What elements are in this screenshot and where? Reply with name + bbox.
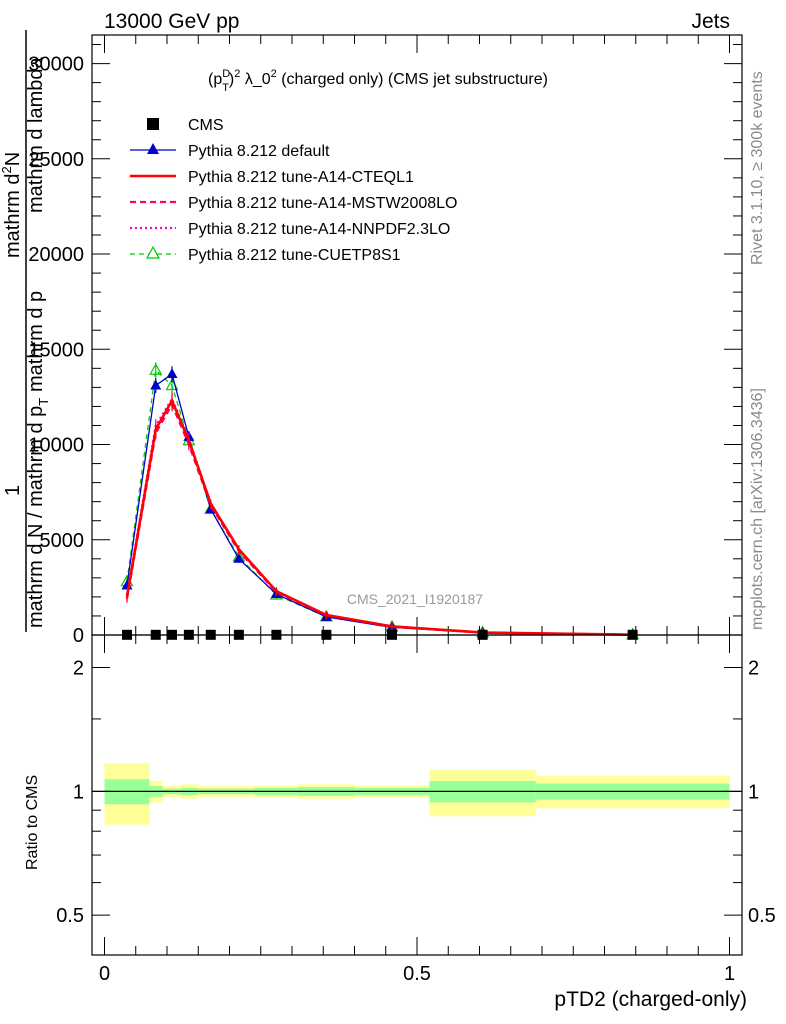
y-label-dlambda: mathrm d lambda — [25, 57, 47, 213]
ratio-panel: 0.5 0.5 1 1 2 2 — [56, 634, 776, 956]
main-y-label: 1 mathrm d N / mathrm d pT mathrm d p ma… — [0, 30, 51, 632]
energy-label: 13000 GeV pp — [104, 10, 239, 33]
legend-label: Pythia 8.212 tune-A14-MSTW2008LO — [188, 195, 457, 212]
legend-label: Pythia 8.212 tune-A14-CTEQL1 — [188, 169, 414, 186]
plot-title-sub-t: T — [222, 82, 229, 94]
legend-label: Pythia 8.212 tune-A14-NNPDF2.3LO — [188, 221, 450, 238]
default-data-point — [166, 368, 178, 379]
y-label-d2n-d: mathrm d — [2, 174, 24, 258]
y-label-d2n-sup: 2 — [0, 166, 14, 173]
rivet-label: Rivet 3.1.10, ≥ 300k events — [749, 71, 766, 265]
ratio-y-label: Ratio to CMS — [24, 775, 41, 870]
main-panel: 0 5000 10000 15000 20000 25000 30000 — [28, 34, 743, 647]
y-label-denominator-text: mathrm d N / mathrm d p — [25, 406, 47, 628]
legend-cuetp8s1-marker — [145, 245, 161, 259]
ratio-y-tick-label: 0.5 — [56, 905, 84, 927]
y-label-denominator: mathrm d N / mathrm d pT — [25, 398, 51, 628]
main-y-tick-labels: 0 5000 10000 15000 20000 25000 30000 — [28, 54, 84, 647]
plot-title-sup-d: D — [222, 68, 230, 80]
ratio-bands — [104, 763, 730, 825]
ratio-y-tick-label-right: 1 — [748, 781, 759, 803]
y-label-dp: mathrm d p — [25, 291, 47, 392]
plot-title: (pD T)2 λ_02 (charged only) (CMS jet subs… — [208, 68, 548, 94]
mcplots-label: mcplots.cern.ch [arXiv:1306.3436] — [749, 388, 766, 630]
main-axis-ticks — [92, 35, 742, 636]
category-label: Jets — [691, 10, 730, 33]
watermark: CMS_2021_I1920187 — [347, 591, 483, 607]
main-y-tick-label: 0 — [73, 625, 84, 647]
plot-title-sup-2: 2 — [234, 68, 240, 80]
legend-label: Pythia 8.212 default — [188, 143, 330, 160]
main-y-tick-label: 30000 — [28, 54, 84, 76]
cuetp8s1-data-point — [149, 362, 163, 375]
legend-default-marker — [147, 143, 159, 154]
legend: CMS Pythia 8.212 default Pythia 8.212 tune… — [130, 117, 457, 264]
x-tick-label: 1 — [724, 963, 735, 985]
main-y-tick-label: 5000 — [40, 530, 85, 552]
plot-title-paren: ) — [229, 71, 234, 88]
main-y-tick-label: 15000 — [28, 339, 84, 361]
y-label-dp-text: mathrm d p — [25, 291, 47, 392]
legend-label: Pythia 8.212 tune-CUETP8S1 — [188, 247, 401, 264]
plot-title-mid: λ_0 — [240, 71, 270, 88]
ratio-y-tick-label-right: 0.5 — [748, 905, 776, 927]
legend-label: CMS — [188, 117, 224, 134]
plot-title-base: (p — [208, 71, 222, 88]
main-y-tick-label: 10000 — [28, 435, 84, 457]
x-tick-label: 0 — [99, 963, 110, 985]
ratio-y-tick-label: 1 — [73, 781, 84, 803]
x-tick-labels: 0 0.5 1 — [99, 963, 735, 985]
main-y-tick-label: 25000 — [28, 149, 84, 171]
default-data-point — [233, 552, 245, 563]
plot-title-rest: (charged only) (CMS jet substructure) — [277, 71, 548, 88]
default-data-point — [150, 379, 162, 390]
main-series — [120, 362, 640, 640]
ratio-y-tick-label: 2 — [73, 658, 84, 680]
legend-cms-marker — [147, 118, 159, 130]
ratio-y-tick-labels: 0.5 0.5 1 1 2 2 — [56, 658, 776, 928]
ratio-y-tick-label-right: 2 — [748, 658, 759, 680]
x-axis-label: pTD2 (charged-only) — [554, 988, 747, 1011]
plot-title-sup-2b: 2 — [271, 68, 277, 80]
y-label-d2n: mathrm d2N — [0, 152, 24, 258]
y-label-d2n-n: N — [2, 152, 24, 166]
y-label-one: 1 — [2, 485, 24, 496]
ratio-axis-ticks — [92, 635, 742, 955]
x-tick-label: 0.5 — [403, 963, 431, 985]
main-y-tick-label: 20000 — [28, 244, 84, 266]
y-label-denominator-sub: T — [36, 398, 51, 406]
